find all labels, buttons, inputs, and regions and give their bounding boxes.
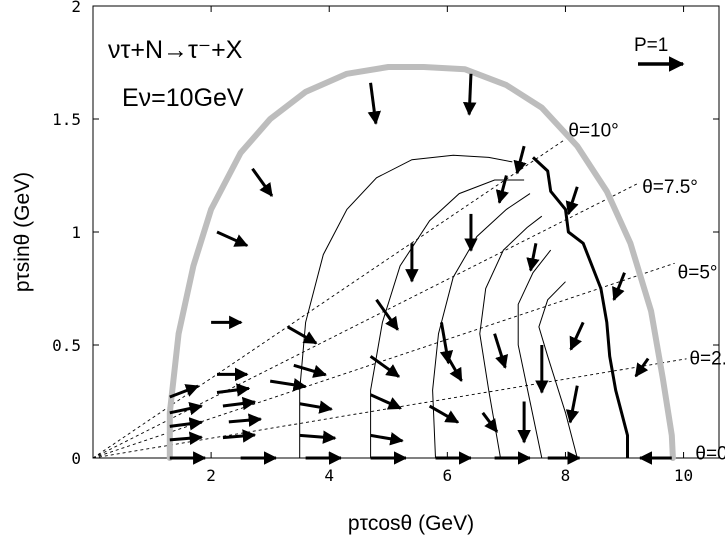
polarization-arrow [375,298,399,331]
polarization-arrow [513,145,527,175]
polarization-arrow [428,404,460,424]
polarization-arrow [228,413,263,427]
thick-path [531,156,629,458]
polarization-arrow [481,411,499,433]
y-tick-label: 2 [71,0,81,16]
polarization-arrow [169,401,203,416]
polarization-arrow [169,384,200,399]
polarization-arrow [462,73,477,116]
polarization-arrow [370,432,404,446]
legend-label: P=1 [634,35,668,56]
x-tick-label: 2 [206,466,216,485]
y-tick-label: 1.5 [52,110,81,129]
polarization-arrow [299,430,337,444]
polarization-arrow [495,175,509,204]
polarization-arrow [634,357,650,378]
angle-label: θ=0° [695,443,725,464]
polarization-arrow [569,321,585,351]
angle-label: θ=7.5° [642,177,698,198]
angle-line [92,182,640,459]
energy-label: Eν=10GeV [122,84,244,112]
contour-line [432,193,531,459]
y-tick-label: 1 [71,223,81,242]
polarization-arrow [565,385,580,424]
contour-line [479,215,543,459]
polarization-arrow [526,243,540,272]
x-axis-label: pτcosθ (GeV) [348,512,474,535]
polarization-arrow [216,230,249,247]
polarization-arrow [287,325,318,345]
polarization-arrow [251,167,274,197]
angle-lines: θ=10° θ=7.5° θ=5° θ=2.5° θ=0° [92,120,725,464]
x-tick-label: 10 [674,466,693,485]
polarization-arrow [367,82,382,125]
polarization-arrow [269,378,307,392]
polarization-arrow [216,383,251,397]
x-tick-label: 8 [561,466,571,485]
polarization-arrow [446,355,463,382]
angle-label: θ=10° [568,120,618,141]
boundary-curve [166,64,676,461]
process-label: ντ+N→τ⁻+X [108,36,243,64]
polarization-arrow [369,355,401,378]
polarization-arrow [612,272,626,302]
polarization-arrows [169,73,672,465]
angle-line [92,138,566,459]
x-tick-label: 4 [324,466,334,485]
polarization-arrow [299,400,333,414]
contour-line [370,179,525,458]
contour-line [299,154,513,458]
axis-ticks: 2 4 6 8 10 0 0.5 1 1.5 2 [52,0,719,485]
angle-line [92,358,687,459]
polarization-arrow [565,186,579,216]
polarization-arrow [222,429,257,443]
polarization-arrow [169,417,204,431]
angle-label: θ=2.5° [689,349,725,370]
polarization-arrow [169,431,204,445]
polarization-arrow [369,393,402,410]
y-axis-label: pτsinθ (GeV) [11,172,34,292]
polarization-arrow [293,363,327,378]
polarization-arrow [222,396,257,411]
y-tick-label: 0.5 [52,336,81,355]
angle-line [92,262,675,459]
polarization-arrow [493,333,509,369]
y-tick-label: 0 [71,449,81,468]
angle-label: θ=5° [678,263,718,284]
x-tick-label: 6 [443,466,453,485]
contour-line [538,281,578,459]
